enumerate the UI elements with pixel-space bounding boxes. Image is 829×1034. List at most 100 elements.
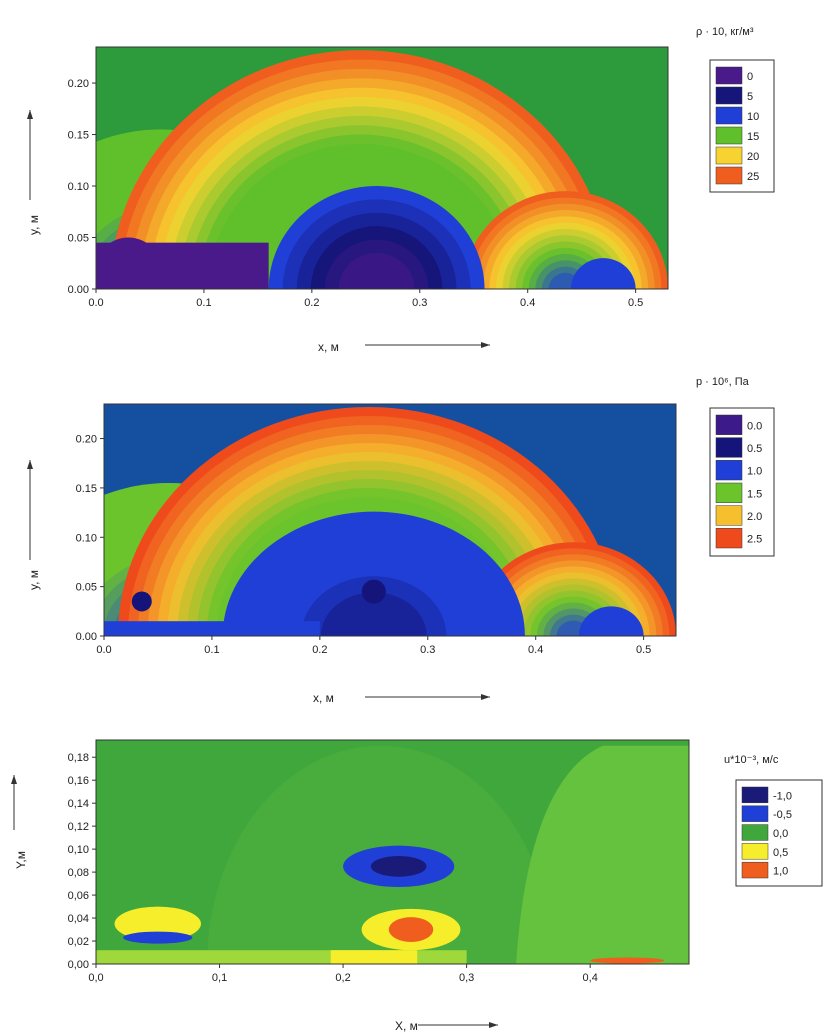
x-tick-label: 0,2	[335, 972, 350, 984]
density-xlabel: x, м	[318, 340, 339, 354]
legend-label: 0.5	[747, 443, 762, 455]
legend-swatch	[715, 66, 743, 85]
y-tick-label: 0,16	[68, 775, 89, 787]
plot-frame	[95, 739, 690, 965]
pressure-chart: 0.0 0.1 0.2 0.3 0.4 0.5 0.00 0.05 0.10 0.15 0.20 p…	[27, 376, 775, 705]
x-tick-label: 0.3	[420, 644, 435, 656]
legend-label: -0,5	[773, 809, 792, 821]
x-tick-label: 0.4	[520, 297, 535, 309]
legend-label: 10	[747, 111, 759, 123]
velocity-plot-area	[96, 740, 689, 964]
legend-swatch	[715, 166, 743, 185]
bottom-hot	[330, 950, 418, 964]
y-tick-label: 0,06	[68, 890, 89, 902]
legend-label: -1,0	[773, 790, 792, 802]
y-tick-label: 0,04	[68, 913, 89, 925]
pressure-ylabel: y, м	[27, 570, 41, 590]
x-tick-label: 0.5	[628, 297, 643, 309]
pressure-axes: 0.0 0.1 0.2 0.3 0.4 0.5 0.00 0.05 0.10 0.15 0.20	[76, 403, 677, 656]
pressure-legend-title: p · 10⁶, Па	[696, 376, 750, 388]
right-core	[578, 606, 644, 636]
y-tick-label: 0,14	[68, 798, 89, 810]
x-tick-label: 0.2	[304, 297, 319, 309]
legend-swatch	[715, 460, 743, 481]
heat-field	[96, 47, 668, 289]
y-arrowhead	[27, 460, 33, 469]
y-arrowhead	[11, 775, 17, 784]
pressure-legend: p · 10⁶, Па 0.0 0.5 1.0 1.5 2.0 2.5	[696, 376, 775, 557]
legend-swatch	[741, 861, 769, 879]
legend-swatch	[741, 786, 769, 804]
x-tick-label: 0.1	[196, 297, 211, 309]
y-tick-label: 0.00	[68, 284, 89, 296]
density-legend-title: ρ · 10, кг/м³	[696, 26, 754, 38]
x-tick-label: 0,3	[459, 972, 474, 984]
negative-core	[370, 856, 427, 877]
legend-label: 20	[747, 151, 759, 163]
center-core	[361, 579, 386, 604]
y-tick-label: 0.05	[76, 582, 97, 594]
legend-label: 5	[747, 91, 753, 103]
legend-swatch	[715, 414, 743, 435]
left-negative-blob	[123, 931, 193, 944]
legend-label: 0.0	[747, 420, 762, 432]
x-tick-label: 0.3	[412, 297, 427, 309]
x-tick-label: 0.4	[528, 644, 543, 656]
x-tick-label: 0,4	[583, 972, 598, 984]
legend-label: 0	[747, 71, 753, 83]
density-chart: 0.0 0.1 0.2 0.3 0.4 0.5 0.00 0.05 0.10 0.15 0.20 ρ…	[27, 26, 775, 354]
y-arrowhead	[27, 110, 33, 119]
legend-label: 1.5	[747, 488, 762, 500]
velocity-xlabel: X, м	[395, 1019, 418, 1033]
x-tick-label: 0.1	[204, 644, 219, 656]
density-plot-area	[96, 47, 668, 289]
positive-core	[388, 917, 434, 942]
x-arrowhead	[489, 1022, 498, 1028]
legend-label: 2.5	[747, 534, 762, 546]
legend-label: 1.0	[747, 466, 762, 478]
y-tick-label: 0,12	[68, 821, 89, 833]
x-tick-label: 0.0	[96, 644, 111, 656]
floor-strip	[104, 621, 320, 636]
legend-swatch	[715, 126, 743, 145]
legend-swatch	[715, 146, 743, 165]
density-ylabel: y, м	[27, 215, 41, 235]
legend-label: 0,0	[773, 828, 788, 840]
velocity-legend-title: u*10⁻³, м/с	[724, 754, 779, 766]
x-tick-label: 0.2	[312, 644, 327, 656]
legend-label: 15	[747, 131, 759, 143]
legend-label: 2.0	[747, 511, 762, 523]
pressure-plot-area	[104, 404, 676, 636]
right-core	[570, 258, 636, 289]
legend-swatch	[715, 505, 743, 526]
y-tick-label: 0.15	[76, 483, 97, 495]
velocity-ylabel: Y,м	[14, 851, 28, 869]
y-tick-label: 0.05	[68, 233, 89, 245]
left-core	[96, 237, 161, 289]
density-legend: ρ · 10, кг/м³ 0 5 10 15 20 25	[696, 26, 775, 193]
legend-swatch	[715, 437, 743, 458]
y-tick-label: 0,00	[68, 959, 89, 971]
y-tick-label: 0,10	[68, 844, 89, 856]
plot-frame	[95, 46, 669, 290]
velocity-legend: u*10⁻³, м/с -1,0 -0,5 0,0 0,5 1,0	[724, 754, 823, 887]
heat-field	[96, 740, 689, 964]
x-tick-label: 0.5	[636, 644, 651, 656]
low-core	[320, 592, 427, 636]
x-tick-label: 0.0	[88, 297, 103, 309]
left-positive-blob	[114, 906, 202, 942]
y-tick-label: 0.10	[68, 181, 89, 193]
legend-label: 25	[747, 171, 759, 183]
y-tick-label: 0.15	[68, 130, 89, 142]
x-arrowhead	[481, 694, 490, 700]
y-tick-label: 0,02	[68, 936, 89, 948]
velocity-axes: 0,0 0,1 0,2 0,3 0,4 0,00 0,02 0,04 0,06 0,08 0,10 0…	[68, 739, 690, 984]
legend-swatch	[715, 528, 743, 549]
legend-label: 1,0	[773, 866, 788, 878]
plot-frame	[103, 403, 677, 637]
left-core	[131, 591, 152, 612]
x-tick-label: 0,0	[88, 972, 103, 984]
velocity-chart: 0,0 0,1 0,2 0,3 0,4 0,00 0,02 0,04 0,06 0,08 0,10 0…	[11, 739, 823, 1033]
density-axes: 0.0 0.1 0.2 0.3 0.4 0.5 0.00 0.05 0.10 0.15 0.20	[68, 46, 669, 309]
low-core	[338, 252, 415, 289]
